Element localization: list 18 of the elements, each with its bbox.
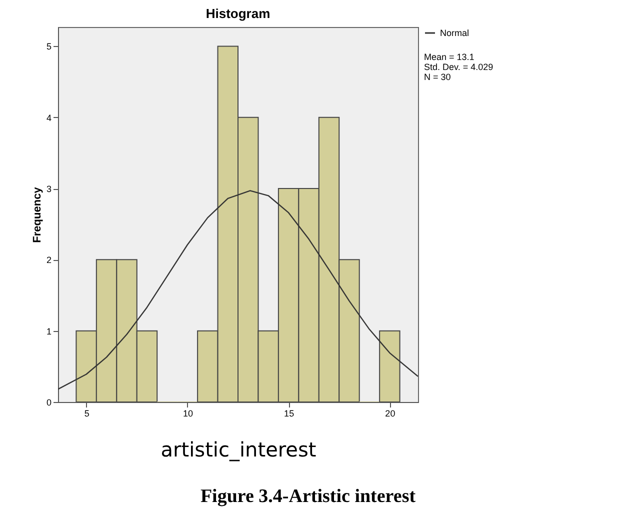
x-tick-label: 20	[385, 408, 396, 418]
text: N = 30	[424, 72, 451, 82]
caption: Figure 3.4-Artistic interest	[200, 486, 416, 507]
y-tick-label: 4	[46, 112, 52, 123]
chart-title: Histogram	[206, 6, 270, 21]
y-axis-title: Frequency	[31, 186, 44, 243]
legend-label: Normal	[440, 28, 470, 38]
x-tick-label: 15	[284, 408, 294, 418]
x-tick-label: 5	[84, 408, 90, 418]
text: Mean = 13.1	[424, 52, 474, 62]
x-axis-title: artistic_interest	[160, 438, 316, 462]
text: Std. Dev. = 4.029	[424, 62, 494, 72]
y-tick-label: 5	[46, 42, 52, 52]
y-tick-label: 0	[46, 398, 52, 408]
y-tick-label: 2	[46, 255, 52, 266]
y-tick-label: 1	[46, 326, 52, 336]
x-tick-label: 10	[182, 408, 193, 418]
y-tick-label: 3	[46, 184, 52, 194]
